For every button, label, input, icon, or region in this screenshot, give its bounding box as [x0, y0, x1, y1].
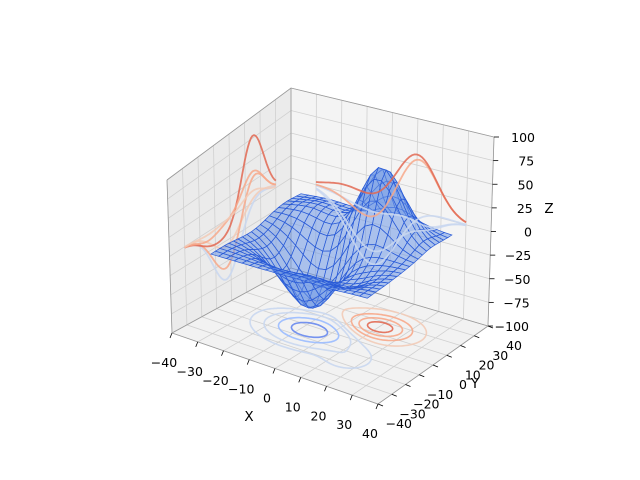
x-tick-label: −10: [228, 382, 254, 397]
x-tick-mark: [375, 403, 379, 410]
y-tick-mark: [391, 393, 397, 397]
z-projection-contours: [249, 297, 428, 369]
y-axis-label: Y: [470, 376, 480, 392]
z-tick-label: −100: [495, 319, 529, 334]
axis-labels: X Y Z: [244, 201, 553, 425]
x-tick-mark: [324, 386, 327, 392]
z-tick-label: −75: [503, 295, 529, 310]
x-tick-label: −20: [202, 373, 228, 388]
x-tick-label: 40: [362, 426, 378, 441]
x-tick-mark: [349, 394, 353, 401]
y-projection-curves: [315, 153, 467, 266]
z-tick-label: 100: [511, 130, 535, 145]
z-axis-label: Z: [544, 201, 553, 217]
y-projection-curve: [315, 188, 467, 266]
x-tick-mark: [195, 341, 199, 348]
y-tick-mark: [419, 374, 425, 378]
x-tick-mark: [272, 368, 276, 374]
x-tick-mark: [298, 377, 302, 383]
y-tick-label: 30: [492, 348, 508, 363]
x-projection-curve: [184, 134, 277, 249]
z-tick-label: 50: [518, 177, 534, 192]
y-tick-label: −40: [386, 416, 412, 431]
z-contour-line: [290, 321, 329, 339]
z-contour-line: [277, 316, 340, 344]
z-tick-label: −25: [505, 248, 531, 263]
z-tick-label: 0: [524, 225, 532, 240]
y-tick-label: −10: [427, 387, 453, 402]
y-tick-label: −20: [413, 397, 439, 412]
x-tick-label: 0: [263, 391, 271, 406]
x-tick-label: 20: [311, 408, 327, 423]
z-contour-line: [263, 311, 352, 354]
z-contour-line: [358, 317, 404, 338]
floor-left-edge: [171, 267, 292, 334]
z-tick-label: 25: [517, 201, 533, 216]
z-contour-line: [366, 321, 394, 334]
x-tick-mark: [246, 359, 250, 365]
x-tick-mark: [169, 332, 173, 339]
z-contour-line: [350, 312, 414, 342]
y-tick-mark: [474, 335, 480, 339]
y-tick-mark: [446, 354, 452, 358]
z-contour-line: [249, 307, 373, 369]
z-tick-label: −50: [504, 272, 530, 287]
x-tick-label: 10: [285, 399, 301, 414]
y-tick-mark: [377, 403, 384, 407]
y-tick-label: 20: [479, 358, 495, 373]
x-axis-label: X: [244, 409, 253, 425]
surface-wireframe: [209, 167, 453, 309]
y-tick-label: 40: [506, 338, 522, 353]
y-tick-mark: [432, 364, 439, 368]
x-projection-curve: [184, 185, 277, 248]
y-projection-curve: [315, 153, 467, 224]
y-tick-mark: [405, 384, 411, 387]
y-projection-curve: [315, 187, 467, 253]
y-tick-label: 0: [459, 377, 467, 392]
axis-ticks: −40−30−20−10010203040−40−30−20−100102030…: [151, 130, 535, 441]
y-tick-label: 10: [465, 367, 481, 382]
x-tick-mark: [221, 350, 224, 356]
y-tick-mark: [460, 345, 466, 348]
x-tick-label: −30: [177, 364, 203, 379]
x-tick-label: −40: [151, 355, 177, 370]
surface-facet: [358, 292, 373, 299]
x-tick-label: 30: [336, 417, 352, 432]
z-tick-label: 75: [518, 154, 534, 169]
floor-pane: [172, 268, 488, 404]
y-tick-label: −30: [399, 406, 425, 421]
